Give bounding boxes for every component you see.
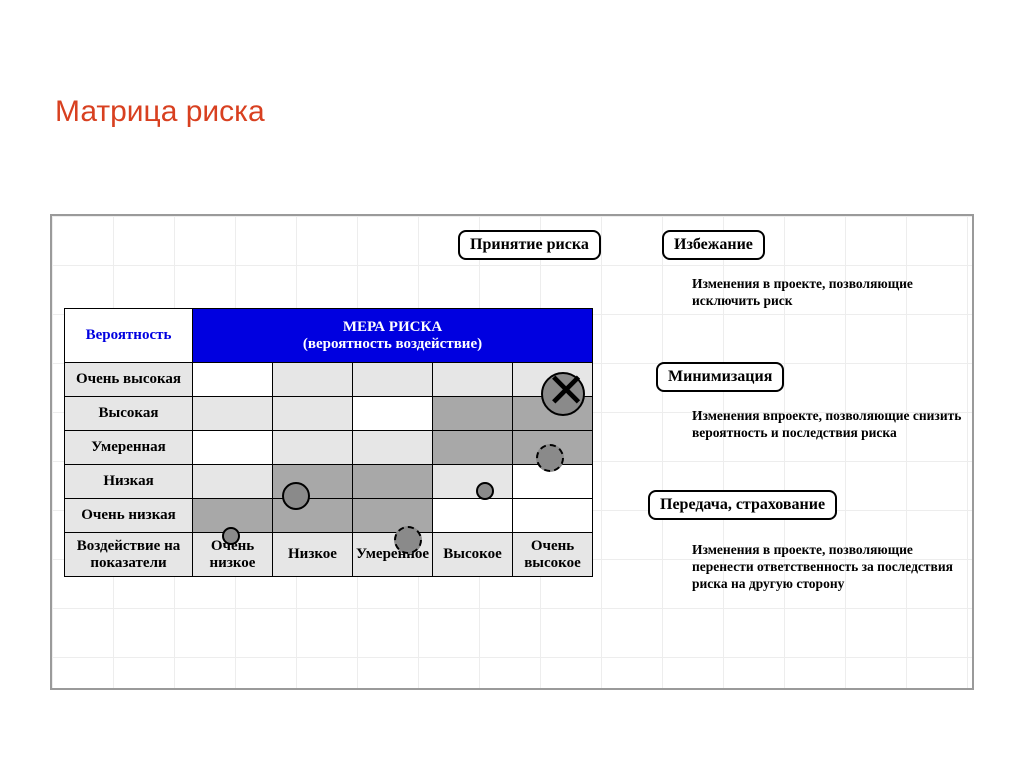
callout-avoid: Избежание — [662, 230, 765, 260]
row-label: Очень низкая — [65, 499, 193, 533]
note-avoid: Изменения в проекте, позволяющие исключи… — [692, 276, 952, 310]
matrix-cell — [193, 465, 273, 499]
slide-title: Матрица риска — [55, 95, 265, 129]
matrix-cell — [273, 363, 353, 397]
matrix-cell — [353, 431, 433, 465]
col-label: Очень высокое — [513, 533, 593, 577]
header-measure-line2: (вероятность воздействие) — [195, 336, 590, 353]
table-row: Очень низкая — [65, 499, 593, 533]
row-label: Низкая — [65, 465, 193, 499]
matrix-cell — [193, 363, 273, 397]
header-measure-line1: МЕРА РИСКА — [195, 319, 590, 336]
matrix-cell — [433, 431, 513, 465]
note-minimize: Изменения впроекте, позволяющие снизить … — [692, 408, 962, 442]
col-label: Низкое — [273, 533, 353, 577]
matrix-cell — [513, 499, 593, 533]
matrix-cell — [193, 397, 273, 431]
matrix-cell — [433, 397, 513, 431]
row-label: Высокая — [65, 397, 193, 431]
note-transfer: Изменения в проекте, позволяющие перенес… — [692, 542, 972, 593]
callout-minimize: Минимизация — [656, 362, 784, 392]
matrix-cell — [273, 397, 353, 431]
matrix-frame: Вероятность МЕРА РИСКА (вероятность возд… — [50, 214, 974, 690]
matrix-cell — [353, 465, 433, 499]
matrix-cell — [273, 431, 353, 465]
table-row: Воздействие на показатели Очень низкое Н… — [65, 533, 593, 577]
matrix-cell — [433, 499, 513, 533]
matrix-cell — [353, 397, 433, 431]
table-row: Умеренная — [65, 431, 593, 465]
header-measure: МЕРА РИСКА (вероятность воздействие) — [193, 309, 593, 363]
matrix-cell — [193, 431, 273, 465]
matrix-cell — [353, 499, 433, 533]
col-label: Высокое — [433, 533, 513, 577]
table-row: Очень высокая — [65, 363, 593, 397]
row-label: Умеренная — [65, 431, 193, 465]
matrix-cell — [433, 363, 513, 397]
row-label: Очень высокая — [65, 363, 193, 397]
transfer-dot — [394, 526, 422, 554]
avoid-dot — [541, 372, 585, 416]
matrix-cell — [433, 465, 513, 499]
accept-dot — [282, 482, 310, 510]
matrix-cell — [353, 363, 433, 397]
callout-accept: Принятие риска — [458, 230, 601, 260]
row-label: Воздействие на показатели — [65, 533, 193, 577]
minimize-dot — [536, 444, 564, 472]
table-header-row: Вероятность МЕРА РИСКА (вероятность возд… — [65, 309, 593, 363]
header-probability: Вероятность — [65, 309, 193, 363]
minimize-dot — [476, 482, 494, 500]
table-row: Высокая — [65, 397, 593, 431]
risk-matrix-table: Вероятность МЕРА РИСКА (вероятность возд… — [64, 308, 593, 577]
table-row: Низкая — [65, 465, 593, 499]
callout-transfer: Передача, страхование — [648, 490, 837, 520]
accept-dot — [222, 527, 240, 545]
